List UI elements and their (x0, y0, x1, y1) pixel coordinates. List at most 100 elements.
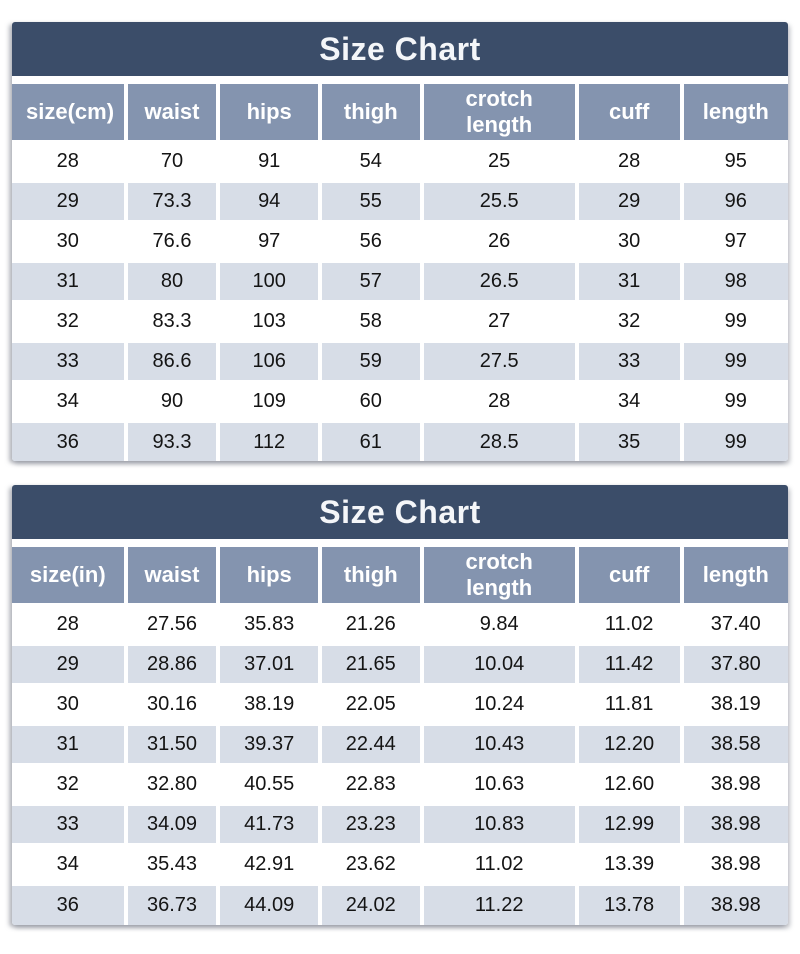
table-row: 29 28.86 37.01 21.65 10.04 11.42 37.80 (12, 643, 788, 685)
table-cell: 29 (12, 179, 126, 222)
table-cell: 34 (12, 843, 126, 885)
table-cell: 40.55 (216, 763, 320, 805)
table-cell: 36 (12, 883, 126, 925)
column-header: crotch length (419, 84, 577, 142)
table-cell: 37.80 (679, 643, 788, 685)
table-cell: 35 (574, 419, 682, 462)
table-cell: 38.98 (679, 883, 788, 925)
column-header: length (679, 84, 788, 142)
table-cell: 30 (12, 219, 126, 262)
table-cell: 23.23 (317, 803, 422, 845)
table-cell: 38.98 (679, 843, 788, 885)
table-cell: 57 (317, 259, 422, 302)
table-row: 31 31.50 39.37 22.44 10.43 12.20 38.58 (12, 723, 788, 765)
table-cell: 23.62 (317, 843, 422, 885)
table-cell: 96 (679, 179, 788, 222)
column-header: cuff (574, 547, 682, 605)
column-header: size(cm) (12, 84, 126, 142)
table-cell: 55 (317, 179, 422, 222)
table-cell: 59 (317, 339, 422, 382)
table-cell: 12.20 (574, 723, 682, 765)
table-cell: 25.5 (419, 179, 577, 222)
table-cell: 94 (216, 179, 320, 222)
table-cell: 112 (216, 419, 320, 462)
table-cell: 99 (679, 379, 788, 422)
table-cell: 38.98 (679, 803, 788, 845)
table-cell: 31 (574, 259, 682, 302)
table-cell: 93.3 (123, 419, 219, 462)
column-header: cuff (574, 84, 682, 142)
table-row: 33 86.6 106 59 27.5 33 99 (12, 339, 788, 382)
table-cell: 56 (317, 219, 422, 262)
table-cell: 36 (12, 419, 126, 462)
table-cell: 13.39 (574, 843, 682, 885)
table-title: Size Chart (319, 493, 481, 530)
table-cell: 27 (419, 299, 577, 342)
table-cell: 28 (12, 139, 126, 182)
table-cell: 37.01 (216, 643, 320, 685)
table-cell: 9.84 (419, 603, 577, 645)
table-cell: 28.5 (419, 419, 577, 462)
table-row: 32 32.80 40.55 22.83 10.63 12.60 38.98 (12, 763, 788, 805)
table-cell: 90 (123, 379, 219, 422)
table-cell: 11.02 (574, 603, 682, 645)
table-cell: 31.50 (123, 723, 219, 765)
table-cell: 42.91 (216, 843, 320, 885)
table-cell: 38.58 (679, 723, 788, 765)
size-chart-card-in: Size Chart size(in) waist hips thigh crotch … (12, 485, 788, 925)
table-cell: 103 (216, 299, 320, 342)
table-cell: 32.80 (123, 763, 219, 805)
table-cell: 37.40 (679, 603, 788, 645)
column-header: waist (123, 84, 219, 142)
table-cell: 100 (216, 259, 320, 302)
table-cell: 12.99 (574, 803, 682, 845)
table-cell: 21.65 (317, 643, 422, 685)
table-cell: 11.81 (574, 683, 682, 725)
table-title-bar: Size Chart (12, 485, 788, 540)
table-cell: 25 (419, 139, 577, 182)
table-cell: 58 (317, 299, 422, 342)
table-cell: 30 (574, 219, 682, 262)
table-cell: 95 (679, 139, 788, 182)
table-cell: 39.37 (216, 723, 320, 765)
table-cell: 80 (123, 259, 219, 302)
table-cell: 22.83 (317, 763, 422, 805)
table-row: 28 70 91 54 25 28 95 (12, 139, 788, 182)
table-cell: 28 (574, 139, 682, 182)
table-cell: 33 (12, 339, 126, 382)
table-cell: 34 (574, 379, 682, 422)
table-cell: 97 (679, 219, 788, 262)
table-cell: 31 (12, 259, 126, 302)
table-row: 31 80 100 57 26.5 31 98 (12, 259, 788, 302)
table-cell: 86.6 (123, 339, 219, 382)
table-cell: 22.44 (317, 723, 422, 765)
column-header: size(in) (12, 547, 126, 605)
column-header: thigh (317, 547, 422, 605)
table-cell: 70 (123, 139, 219, 182)
table-cell: 26.5 (419, 259, 577, 302)
table-cell: 41.73 (216, 803, 320, 845)
table-cell: 30.16 (123, 683, 219, 725)
table-title-bar: Size Chart (12, 22, 788, 76)
table-cell: 31 (12, 723, 126, 765)
table-cell: 32 (12, 299, 126, 342)
table-cell: 11.22 (419, 883, 577, 925)
table-row: 30 76.6 97 56 26 30 97 (12, 219, 788, 262)
table-cell: 26 (419, 219, 577, 262)
table-cell: 27.56 (123, 603, 219, 645)
table-cell: 99 (679, 419, 788, 462)
table-row: 34 35.43 42.91 23.62 11.02 13.39 38.98 (12, 843, 788, 885)
table-cell: 22.05 (317, 683, 422, 725)
table-cell: 35.43 (123, 843, 219, 885)
table-row: 32 83.3 103 58 27 32 99 (12, 299, 788, 342)
table-cell: 11.02 (419, 843, 577, 885)
column-header: length (679, 547, 788, 605)
column-header-row: size(cm) waist hips thigh crotch length cuff l… (12, 84, 788, 142)
table-cell: 33 (12, 803, 126, 845)
table-cell: 30 (12, 683, 126, 725)
table-cell: 29 (574, 179, 682, 222)
table-cell: 61 (317, 419, 422, 462)
table-cell: 10.83 (419, 803, 577, 845)
table-cell: 38.19 (216, 683, 320, 725)
table-cell: 34 (12, 379, 126, 422)
